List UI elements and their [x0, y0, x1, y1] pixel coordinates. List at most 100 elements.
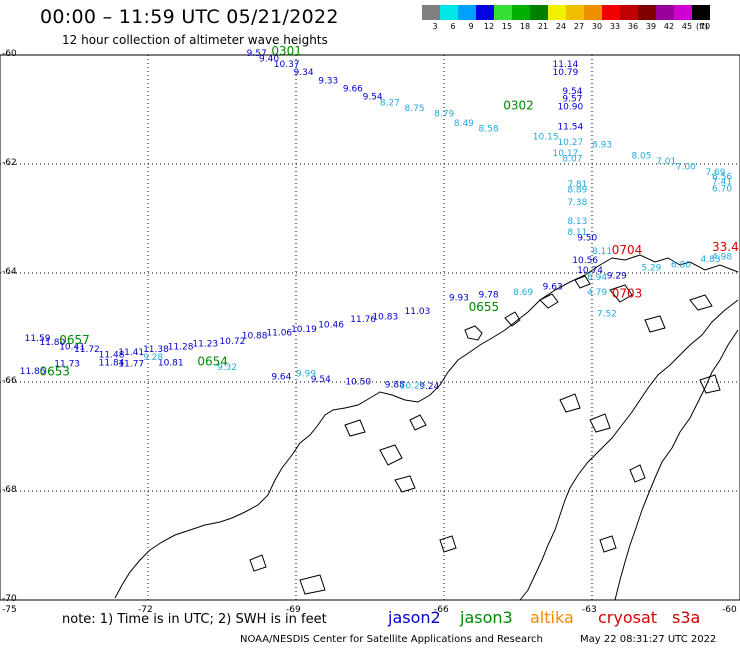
legend-jason3: jason3: [460, 608, 513, 627]
swh-label: 10.81: [158, 359, 184, 369]
color-swatch-label: 27: [573, 22, 585, 31]
color-swatch: [584, 5, 602, 20]
swh-label: 6.56: [712, 172, 732, 182]
swh-label: 11.80: [39, 338, 65, 348]
latitude-label: -62: [2, 158, 17, 168]
color-swatch: [602, 5, 620, 20]
longitude-label: -75: [2, 605, 17, 615]
swh-label: 11.48: [99, 350, 125, 360]
longitude-label: -66: [434, 605, 449, 615]
pass-time-label: 33.40: [712, 240, 740, 254]
swh-label: 10.41: [59, 342, 85, 352]
latitude-label: -64: [2, 267, 17, 277]
latitude-label: -68: [2, 485, 17, 495]
color-swatch: [458, 5, 476, 20]
swh-label: 11.59: [25, 334, 51, 344]
swh-label: 9.63: [543, 282, 563, 292]
swh-label: 8.49: [454, 119, 474, 129]
latitude-label: -60: [2, 49, 17, 59]
swh-label: 10.25: [400, 382, 426, 392]
swh-label: 11.28: [168, 342, 194, 352]
swh-label: 11.73: [54, 360, 80, 370]
color-swatch-label: 6: [450, 22, 456, 31]
island: [609, 284, 633, 303]
coastline: [114, 254, 739, 601]
swh-label: 10.19: [291, 325, 317, 335]
swh-label: 6.80: [671, 261, 691, 271]
color-swatch-label: 21: [537, 22, 549, 31]
latitude-label: -66: [2, 376, 17, 386]
swh-label: 11.23: [192, 340, 218, 350]
swh-label: 10.17: [553, 149, 579, 159]
color-swatch: [422, 5, 440, 20]
coastline-east: [519, 299, 739, 601]
pass-time-label: 0703: [612, 287, 643, 301]
pass-time-label: 0653: [39, 364, 70, 378]
wave-height-labels: 9.579.4010.379.349.339.669.5411.1410.799…: [20, 44, 740, 392]
island: [689, 294, 713, 311]
swh-label: 9.99: [296, 370, 316, 380]
swh-label: 9.54: [562, 87, 582, 97]
color-swatch-label: 3: [432, 22, 438, 31]
swh-label: 9.88: [385, 380, 405, 390]
swh-label: 7.00: [676, 162, 696, 172]
swh-label: 10.37: [274, 60, 300, 70]
swh-label: 10.46: [318, 321, 344, 331]
color-swatch-label: 70: [699, 22, 711, 31]
swh-label: 11.54: [557, 123, 583, 133]
swh-label: 11.41: [118, 348, 144, 358]
pass-time-label: 0655: [469, 300, 500, 314]
swh-label: 11.06: [266, 329, 292, 339]
island: [249, 554, 267, 572]
swh-label: 6.70: [712, 184, 732, 194]
color-swatch: [692, 5, 710, 20]
swh-label: 11.76: [350, 315, 376, 325]
swh-label: 11.14: [553, 60, 579, 70]
credit-line: NOAA/NESDIS Center for Satellite Applica…: [240, 634, 543, 645]
swh-label: 7.38: [567, 198, 587, 208]
swh-label: 8.79: [434, 110, 454, 120]
generated-timestamp: May 22 08:31:27 UTC 2022: [580, 634, 717, 645]
pass-time-label: 0654: [197, 355, 228, 369]
legend-jason2: jason2: [388, 608, 441, 627]
island: [539, 293, 559, 309]
swh-label: 4.98: [712, 252, 732, 262]
color-swatch: [476, 5, 494, 20]
swh-label: 8.75: [405, 104, 425, 114]
swh-label: 11.72: [74, 345, 100, 355]
latitude-label: -70: [2, 594, 17, 604]
swh-label: 11.84: [99, 359, 125, 369]
swh-label: 11.38: [143, 345, 169, 355]
longitude-label: -72: [138, 605, 153, 615]
color-swatch: [620, 5, 638, 20]
swh-label: 10.90: [557, 103, 583, 113]
swh-label: 7.01: [656, 157, 676, 167]
swh-label: 8.13: [567, 217, 587, 227]
swh-label: 10.56: [572, 256, 598, 266]
coastline-peninsula: [114, 254, 739, 599]
island: [409, 414, 427, 431]
color-swatch-label: 39: [645, 22, 657, 31]
swh-label: 11.77: [118, 360, 144, 370]
swh-label: 8.07: [562, 154, 582, 164]
island: [439, 535, 457, 553]
swh-label: 8.58: [479, 124, 499, 134]
swh-label: 11.86: [20, 367, 46, 377]
swh-label: 7.41: [712, 178, 732, 188]
legend-s3a: s3a: [672, 608, 701, 627]
color-swatch: [530, 5, 548, 20]
swh-label: 9.66: [343, 85, 363, 95]
swh-label: 8.27: [380, 99, 400, 109]
island: [299, 574, 326, 595]
island: [559, 393, 581, 413]
legend-cryosat: cryosat: [598, 608, 658, 627]
color-swatch-label: 45: [681, 22, 693, 31]
swh-label: 10.72: [220, 337, 246, 347]
island: [379, 444, 403, 466]
swh-label: 9.40: [259, 55, 279, 65]
swh-label: 8.05: [631, 152, 651, 162]
pass-time-label: 0657: [59, 333, 90, 347]
longitude-label: -69: [286, 605, 301, 615]
pass-time-label: 0302: [503, 99, 534, 113]
